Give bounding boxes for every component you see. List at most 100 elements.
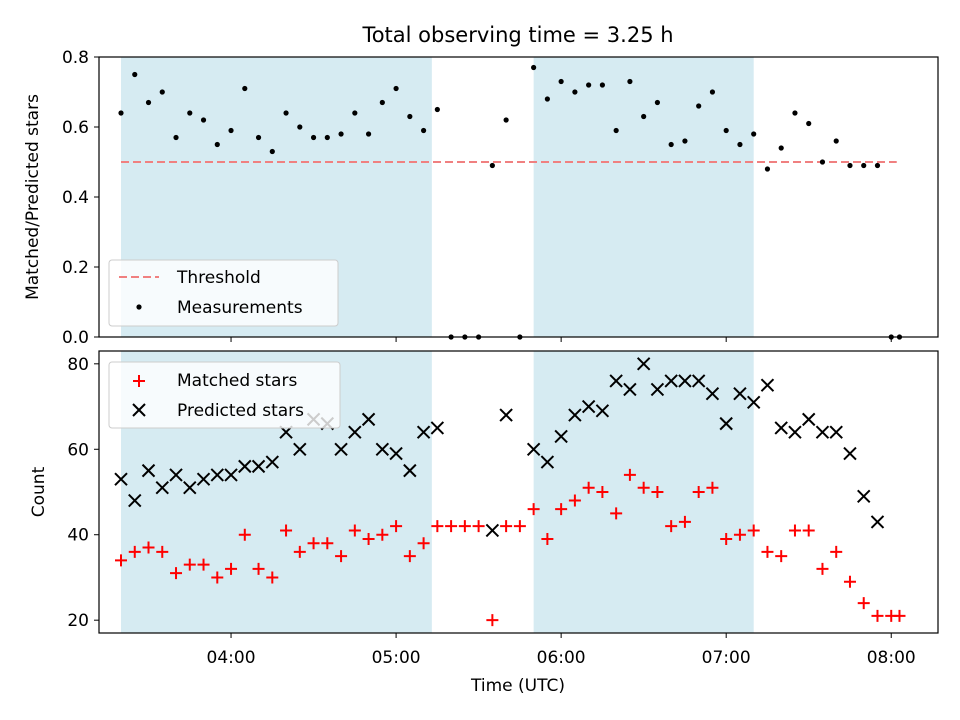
matched-star-point [830, 545, 843, 558]
matched-star-point [692, 486, 705, 498]
predicted-star-point [636, 357, 651, 371]
measurement-point [641, 113, 647, 120]
measurement-point [682, 138, 688, 144]
bottom-axes-frame [98, 350, 939, 634]
matched-star-point [568, 494, 581, 507]
measurement-point [847, 162, 853, 169]
predicted-star-point [114, 472, 128, 486]
matched-star-point [142, 541, 155, 554]
shaded-interval [533, 57, 754, 337]
predicted-star-point [430, 421, 445, 435]
measurement-point [613, 127, 619, 134]
measurement-point [255, 134, 262, 141]
y-tick-label: 60 [67, 440, 89, 460]
predicted-star-point [499, 408, 513, 422]
matched-star-point [348, 524, 361, 537]
matched-star-point [307, 537, 320, 550]
predicted-star-point [183, 481, 197, 495]
predicted-star-point [595, 404, 610, 418]
matched-star-point [417, 537, 430, 550]
chart-title: Total observing time = 3.25 h [361, 23, 673, 47]
matched-star-point [788, 524, 801, 537]
predicted-star-point [691, 374, 706, 388]
top-panel: 0.00.20.40.60.8 Matched/Predicted stars … [23, 48, 939, 348]
matched-star-point [513, 520, 526, 533]
measurement-point [173, 134, 179, 141]
matched-star-point [115, 554, 128, 567]
matched-star-point [871, 609, 884, 622]
matched-star-point [486, 614, 499, 627]
measurement-point [558, 78, 564, 85]
measurement-point [283, 110, 289, 116]
bottom-y-axis-label: Count [29, 466, 49, 517]
measurement-points [118, 64, 903, 340]
measurement-point [572, 89, 578, 95]
matched-star-point [335, 550, 348, 563]
top-x-ticks [230, 337, 892, 342]
measurement-point [132, 71, 138, 78]
measurement-point [599, 82, 606, 88]
measurement-point [586, 82, 592, 88]
predicted-star-point [815, 425, 830, 439]
measurement-point [407, 113, 413, 120]
top-legend-box [108, 259, 339, 327]
measurement-point [531, 64, 537, 71]
top-y-ticks: 0.0 0.2 0.4 0.6 0.8 [62, 48, 99, 348]
predicted-star-point [348, 425, 362, 439]
matched-star-point [678, 515, 691, 528]
matched-star-point [747, 524, 760, 537]
measurement-point [792, 110, 798, 116]
matched-star-point [472, 520, 485, 533]
measurement-point [200, 117, 207, 123]
predicted-star-point [361, 412, 376, 427]
predicted-star-point [141, 463, 156, 478]
predicted-star-point [196, 472, 211, 486]
predicted-star-point [334, 442, 348, 456]
predicted-star-point [403, 463, 417, 478]
measurement-point [118, 110, 124, 116]
matched-star-point [170, 567, 183, 580]
measurement-point [737, 141, 743, 148]
matched-star-point [596, 486, 609, 498]
matched-star-point [500, 520, 513, 533]
predicted-star-point [760, 378, 775, 392]
matched-star-point [431, 520, 444, 533]
matched-star-point [582, 481, 595, 494]
matched-star-point [555, 503, 568, 516]
matched-star-point [843, 575, 856, 588]
x-tick-label: 07:00 [702, 648, 751, 668]
predicted-star-point [843, 446, 857, 461]
measurement-point [324, 134, 330, 141]
predicted-star-point [375, 442, 390, 456]
matched-star-point [238, 528, 251, 541]
predicted-star-point [568, 408, 582, 422]
predicted-star-point [774, 421, 788, 435]
matched-star-point [197, 558, 210, 571]
x-tick-label: 06:00 [537, 648, 586, 668]
measurement-point [159, 89, 165, 95]
measurement-point [310, 134, 317, 141]
measurement-point [187, 110, 193, 116]
measurement-point [627, 78, 633, 85]
matched-star-point [390, 520, 403, 533]
matched-star-point [183, 558, 196, 571]
measurement-point [874, 162, 881, 169]
y-tick-label: 40 [67, 526, 89, 546]
matched-star-point [362, 533, 375, 545]
predicted-star-point [293, 442, 307, 456]
measurement-point [297, 124, 303, 130]
legend-predicted-swatch [132, 403, 146, 417]
measurement-point [819, 159, 826, 165]
measurement-point [352, 110, 358, 116]
matched-star-point [720, 533, 733, 545]
measurement-point [861, 162, 867, 169]
measurement-point [379, 99, 385, 106]
measurement-point [228, 127, 234, 134]
predicted-star-point [485, 523, 500, 538]
matched-star-point [802, 524, 815, 537]
measurement-point [393, 85, 399, 92]
measurement-point [709, 89, 716, 95]
top-legend: Threshold Measurements [108, 259, 339, 327]
predicted-star-point [265, 455, 280, 469]
